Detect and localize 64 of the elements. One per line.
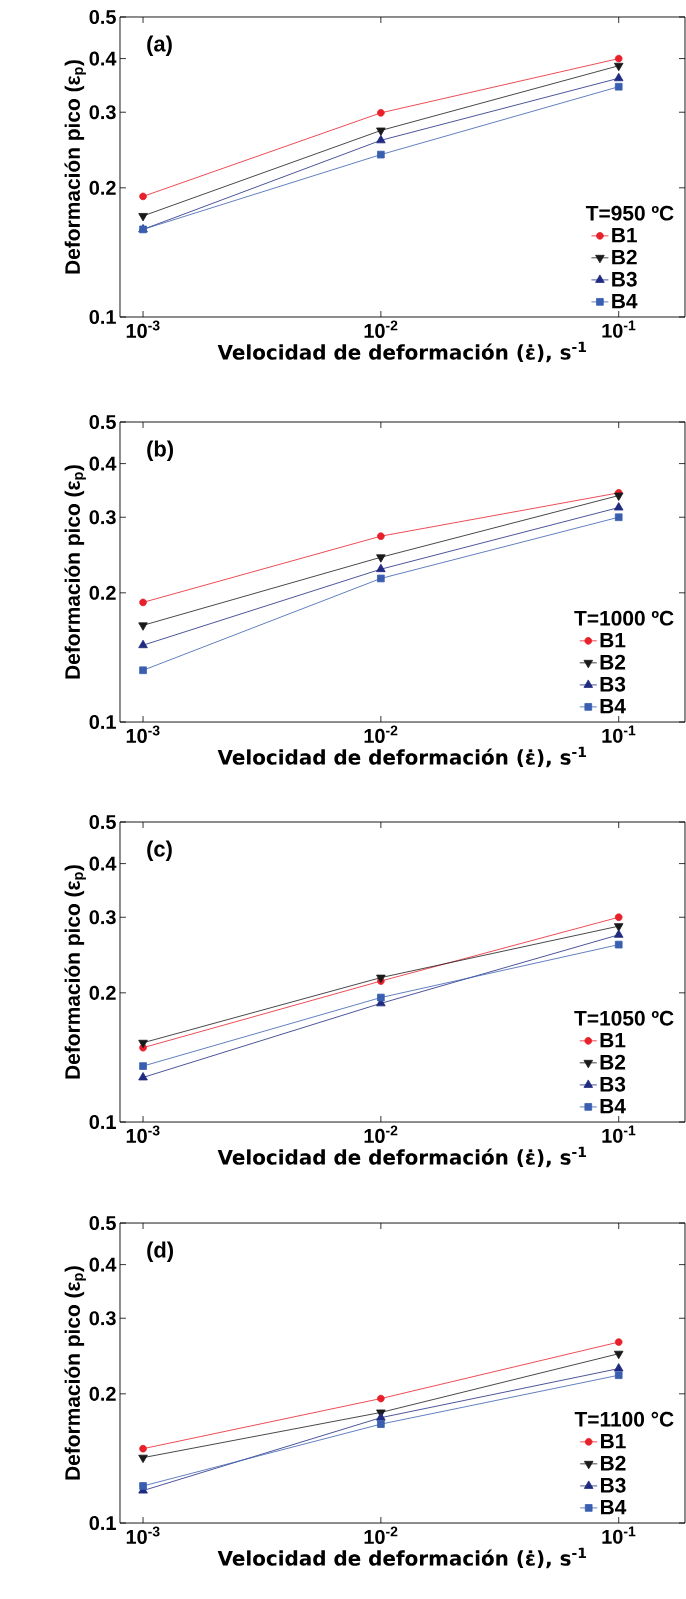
legend-title: T=1050 ºC: [574, 1010, 674, 1026]
y-axis-title: Deformación pico (ε$_{p}$): [64, 865, 86, 1079]
legend-label: B1: [612, 227, 637, 243]
x-axis-title: Velocidad de deformación (ε̇), s$^{-1}$: [217, 746, 586, 768]
x-tick-label: 10$^{-3}$: [126, 320, 160, 338]
legend-label: B4: [601, 1499, 627, 1515]
x-axis-title: Velocidad de deformación (ε̇), s$^{-1}$: [217, 341, 586, 363]
y-tick-label: 0.1: [89, 1114, 116, 1130]
annotation: (c): [147, 840, 172, 861]
legend-title: T=1100 °C: [574, 1411, 674, 1427]
legend-label: B3: [601, 1477, 626, 1493]
y-axis-title: Deformación pico (ε$_{p}$): [64, 465, 86, 679]
y-tick-label: 0.2: [89, 985, 116, 1000]
legend-label: B1: [600, 632, 626, 648]
legend-label: B2: [600, 1054, 626, 1070]
x-tick-label: 10$^{-2}$: [364, 320, 398, 338]
legend-title: T=1000 ºC: [574, 610, 674, 626]
legend-label: B2: [612, 249, 637, 265]
y-tick-label: 0.3: [89, 1311, 116, 1326]
y-tick-label: 0.5: [89, 414, 116, 430]
x-axis-title: Velocidad de deformación (ε̇), s$^{-1}$: [217, 1547, 586, 1569]
annotation: (d): [147, 1241, 173, 1262]
y-tick-label: 0.2: [89, 180, 116, 195]
x-tick-label: 10$^{-1}$: [602, 725, 636, 743]
legend-label: B3: [600, 676, 626, 692]
y-tick-label: 0.1: [89, 714, 116, 730]
y-tick-label: 0.3: [89, 510, 116, 525]
annotation: (a): [147, 35, 172, 56]
x-tick-label: 10$^{-1}$: [602, 1125, 636, 1143]
legend-title: T=950 ºC: [585, 205, 674, 221]
y-tick-label: 0.4: [89, 51, 117, 66]
y-tick-label: 0.2: [89, 1386, 116, 1401]
y-tick-label: 0.3: [89, 105, 116, 120]
y-tick-label: 0.1: [89, 309, 116, 325]
y-axis-title: Deformación pico (ε$_{p}$): [64, 1266, 86, 1480]
x-tick-label: 10$^{-1}$: [602, 1526, 636, 1544]
legend-label: B4: [600, 698, 626, 714]
x-tick-label: 10$^{-1}$: [602, 320, 636, 338]
x-tick-label: 10$^{-2}$: [364, 1526, 398, 1544]
legend-label: B1: [601, 1433, 626, 1449]
annotation: (b): [147, 440, 173, 461]
y-tick-label: 0.4: [89, 1257, 117, 1272]
y-tick-label: 0.4: [89, 856, 117, 871]
y-tick-label: 0.3: [89, 910, 116, 925]
y-tick-label: 0.2: [89, 585, 116, 600]
legend-label: B2: [600, 654, 626, 670]
y-tick-label: 0.4: [89, 456, 117, 471]
y-axis-title: Deformación pico (ε$_{p}$): [64, 60, 86, 274]
y-tick-label: 0.1: [89, 1515, 116, 1531]
x-tick-label: 10$^{-3}$: [126, 725, 160, 743]
legend-label: B1: [600, 1032, 626, 1048]
y-tick-label: 0.5: [89, 814, 116, 830]
x-tick-label: 10$^{-2}$: [364, 1125, 398, 1143]
y-tick-label: 0.5: [89, 9, 116, 25]
y-tick-label: 0.5: [89, 1215, 116, 1231]
x-tick-label: 10$^{-2}$: [364, 725, 398, 743]
legend-label: B3: [612, 271, 637, 287]
legend-label: B3: [600, 1076, 626, 1092]
x-axis-title: Velocidad de deformación (ε̇), s$^{-1}$: [217, 1146, 586, 1168]
legend-label: B4: [600, 1098, 626, 1114]
legend-label: B4: [612, 293, 638, 309]
x-tick-label: 10$^{-3}$: [126, 1526, 160, 1544]
x-tick-label: 10$^{-3}$: [126, 1125, 160, 1143]
legend-label: B2: [601, 1455, 626, 1471]
